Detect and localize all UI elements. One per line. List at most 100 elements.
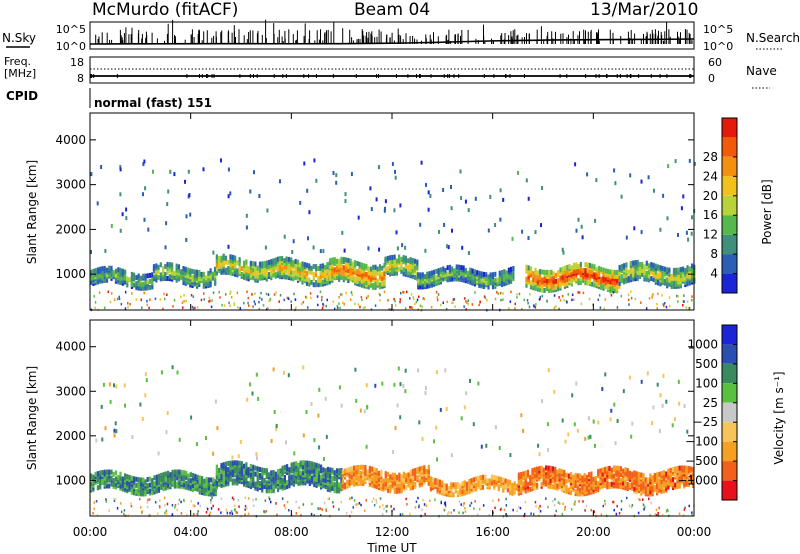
heatmap-cell: [93, 295, 95, 298]
heatmap-cell: [506, 487, 509, 493]
heatmap-cell: [646, 371, 649, 376]
heatmap-cell: [552, 500, 554, 503]
heatmap-cell: [402, 483, 405, 489]
heatmap-cell: [112, 270, 115, 276]
heatmap-cell: [355, 503, 357, 506]
colorbar-tick-label: 12: [703, 228, 718, 242]
heatmap-cell: [475, 476, 478, 482]
heatmap-cell: [574, 503, 576, 506]
heatmap-cell: [529, 293, 531, 296]
heatmap-cell: [413, 274, 417, 280]
heatmap-cell: [380, 481, 383, 487]
heatmap-cell: [101, 437, 104, 442]
heatmap-cell: [186, 273, 190, 279]
heatmap-cell: [329, 270, 332, 276]
heatmap-cell: [512, 274, 515, 280]
heatmap-cell: [574, 162, 577, 167]
heatmap-cell: [383, 208, 386, 213]
heatmap-cell: [378, 292, 380, 295]
heatmap-cell: [411, 267, 414, 273]
heatmap-cell: [354, 266, 357, 272]
heatmap-cell: [363, 409, 366, 414]
heatmap-cell: [452, 298, 455, 301]
heatmap-cell: [667, 474, 670, 480]
heatmap-cell: [90, 473, 93, 479]
heatmap-cell: [593, 510, 595, 514]
heatmap-cell: [451, 266, 454, 272]
heatmap-cell: [662, 474, 665, 480]
heatmap-cell: [417, 496, 419, 500]
heatmap-cell: [290, 478, 293, 484]
heatmap-cell: [433, 269, 436, 275]
x-axis-label: Time UT: [366, 541, 417, 554]
heatmap-cell: [102, 382, 105, 387]
heatmap-cell: [121, 268, 124, 274]
heatmap-cell: [460, 271, 463, 276]
heatmap-cell: [656, 472, 659, 478]
heatmap-cell: [256, 265, 259, 271]
heatmap-cell: [275, 426, 278, 431]
heatmap-cell: [396, 474, 399, 480]
heatmap-cell: [551, 466, 554, 472]
heatmap-cell: [395, 258, 398, 264]
heatmap-cell: [651, 421, 654, 426]
heatmap-cell: [593, 272, 596, 278]
heatmap-cell: [265, 474, 268, 480]
heatmap-cell: [168, 268, 171, 274]
heatmap-cell: [194, 306, 196, 310]
heatmap-cell: [448, 264, 452, 270]
heatmap-cell: [339, 306, 341, 310]
heatmap-cell: [171, 469, 174, 475]
heatmap-cell: [296, 259, 300, 265]
heatmap-cell: [688, 504, 690, 508]
heatmap-cell: [444, 503, 447, 507]
heatmap-cell: [507, 267, 510, 273]
heatmap-cell: [487, 284, 490, 290]
heatmap-cell: [424, 280, 427, 286]
heatmap-cell: [600, 266, 603, 272]
heatmap-cell: [327, 497, 329, 501]
colorbar-segment: [722, 402, 737, 423]
heatmap-cell: [477, 381, 480, 386]
heatmap-cell: [436, 482, 439, 488]
heatmap-cell: [295, 461, 298, 467]
heatmap-cell: [691, 269, 694, 275]
heatmap-cell: [123, 512, 125, 516]
heatmap-cell: [93, 507, 95, 511]
heatmap-cell: [488, 514, 490, 517]
heatmap-cell: [227, 266, 230, 271]
heatmap-cell: [690, 474, 693, 480]
heatmap-cell: [151, 272, 154, 278]
heatmap-cell: [416, 259, 419, 265]
heatmap-cell: [425, 182, 427, 187]
heatmap-cell: [93, 501, 95, 504]
heatmap-cell: [329, 467, 332, 473]
freq-label: Freq.: [4, 55, 31, 68]
heatmap-cell: [536, 270, 539, 276]
heatmap-cell: [674, 472, 677, 478]
heatmap-cell: [244, 508, 246, 511]
heatmap-cell: [362, 464, 365, 470]
heatmap-cell: [578, 291, 581, 294]
heatmap-cell: [564, 439, 567, 444]
heatmap-cell: [312, 282, 315, 288]
heatmap-cell: [267, 472, 271, 478]
heatmap-cell: [484, 478, 487, 484]
heatmap-cell: [201, 476, 204, 482]
heatmap-cell: [92, 272, 95, 278]
heatmap-cell: [142, 192, 144, 197]
heatmap-cell: [340, 468, 343, 474]
heatmap-cell: [310, 279, 313, 285]
heatmap-cell: [96, 273, 99, 279]
heatmap-cell: [484, 474, 487, 480]
heatmap-cell: [632, 260, 635, 266]
heatmap-cell: [178, 469, 181, 475]
heatmap-cell: [208, 300, 210, 303]
heatmap-cell: [688, 280, 691, 286]
heatmap-cell: [479, 300, 481, 304]
heatmap-cell: [611, 269, 614, 275]
heatmap-cell: [135, 281, 138, 287]
heatmap-cell: [374, 383, 377, 388]
heatmap-cell: [302, 301, 305, 304]
heatmap-cell: [354, 260, 357, 266]
